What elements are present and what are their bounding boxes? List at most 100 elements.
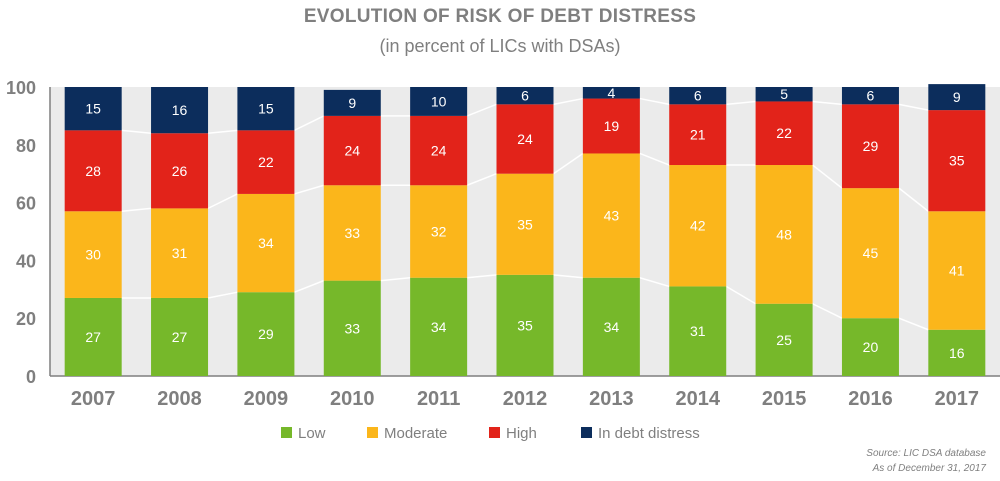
x-tick-label: 2011 — [417, 388, 460, 410]
data-label: 6 — [867, 88, 875, 104]
bar-segment — [237, 193, 295, 293]
data-label: 21 — [690, 127, 706, 143]
x-tick-label: 2009 — [244, 388, 289, 410]
bar-segment — [755, 303, 813, 376]
bar-segment — [496, 104, 554, 174]
series-connector-line — [725, 285, 756, 305]
data-label: 31 — [172, 245, 188, 261]
x-tick-label: 2012 — [503, 388, 548, 410]
data-label: 22 — [776, 125, 792, 141]
as-of-date: As of December 31, 2017 — [872, 463, 986, 474]
bar-segment — [669, 165, 727, 287]
x-tick-label: 2016 — [848, 388, 893, 410]
series-connector-line — [121, 129, 152, 134]
bar-segment — [582, 87, 640, 99]
data-label: 9 — [953, 89, 961, 105]
bar-segment — [582, 277, 640, 376]
bar-segment — [496, 87, 554, 105]
series-connector-line — [553, 152, 584, 175]
series-connector-line — [812, 164, 843, 189]
bar-segment — [64, 211, 122, 298]
data-label: 24 — [431, 143, 447, 159]
series-connector-line — [294, 184, 324, 195]
data-label: 9 — [348, 95, 356, 111]
source-note: Source: LIC DSA database As of December … — [866, 446, 986, 476]
x-tick-label: 2014 — [675, 388, 720, 410]
bar-segment — [151, 208, 209, 298]
data-label: 41 — [949, 263, 965, 279]
bar-segment — [928, 110, 986, 212]
bar-segment — [64, 130, 122, 212]
bar-segment — [928, 211, 986, 330]
series-connector-line — [639, 152, 670, 166]
data-label: 34 — [431, 319, 447, 335]
data-label: 29 — [258, 326, 274, 342]
data-label: 34 — [604, 319, 620, 335]
data-label: 28 — [85, 163, 101, 179]
data-label: 24 — [517, 131, 533, 147]
bar-segment — [410, 115, 468, 186]
y-tick-label: 60 — [16, 194, 36, 214]
data-label: 24 — [344, 143, 360, 159]
series-connector-line — [553, 97, 584, 106]
series-connector-line — [639, 277, 670, 288]
legend-swatch — [489, 427, 500, 438]
data-label: 27 — [85, 329, 101, 345]
series-connector-line — [467, 274, 497, 279]
bar-segment — [496, 173, 554, 275]
legend-label: In debt distress — [598, 425, 700, 442]
bar-segment — [410, 277, 468, 376]
x-tick-label: 2015 — [762, 388, 807, 410]
bar-segment — [151, 297, 209, 376]
data-label: 5 — [780, 86, 788, 102]
data-label: 16 — [949, 345, 965, 361]
series-connector-line — [812, 100, 843, 106]
series-connector-line — [898, 317, 929, 331]
data-label: 16 — [172, 102, 188, 118]
series-connector-line — [294, 115, 325, 132]
bar-segment — [237, 87, 295, 131]
x-tick-label: 2007 — [71, 388, 116, 410]
y-tick-label: 0 — [26, 367, 36, 387]
data-label: 10 — [431, 93, 447, 109]
data-label: 30 — [85, 247, 101, 263]
data-label: 15 — [258, 101, 274, 117]
x-tick-label: 2017 — [935, 388, 980, 410]
bar-segment — [582, 98, 640, 154]
data-label: 26 — [172, 163, 188, 179]
bar-segment — [237, 292, 295, 376]
bar-segment — [841, 318, 899, 376]
x-tick-label: 2008 — [157, 388, 202, 410]
bar-segment — [64, 297, 122, 376]
data-label: 35 — [517, 317, 533, 333]
data-label: 43 — [604, 208, 620, 224]
bar-segment — [928, 84, 986, 111]
bar-segment — [410, 185, 468, 278]
legend-swatch — [581, 427, 592, 438]
bar-segment — [323, 185, 381, 281]
series-connector-line — [207, 291, 238, 299]
series-connector-line — [121, 207, 152, 213]
series-connector-line — [812, 303, 843, 319]
bar-segment — [582, 153, 640, 278]
bar-segment — [323, 89, 381, 116]
data-label: 35 — [949, 153, 965, 169]
bar-segment — [237, 130, 295, 194]
bar-segment — [669, 87, 727, 105]
y-tick-label: 80 — [16, 136, 36, 156]
data-label: 31 — [690, 323, 706, 339]
legend-label: High — [506, 425, 537, 442]
chart-title: EVOLUTION OF RISK OF DEBT DISTRESS — [303, 6, 697, 27]
data-label: 25 — [776, 332, 792, 348]
bar-segment — [496, 274, 554, 376]
series-connector-line — [898, 103, 929, 111]
bar-segment — [64, 87, 122, 131]
data-label: 35 — [517, 216, 533, 232]
bar-segment — [323, 280, 381, 376]
bar-segment — [669, 104, 727, 166]
bar-segment — [928, 329, 986, 376]
x-tick-label: 2010 — [330, 388, 375, 410]
bar-segment — [151, 87, 209, 134]
series-connector-line — [207, 129, 238, 134]
legend-label: Moderate — [384, 425, 447, 442]
